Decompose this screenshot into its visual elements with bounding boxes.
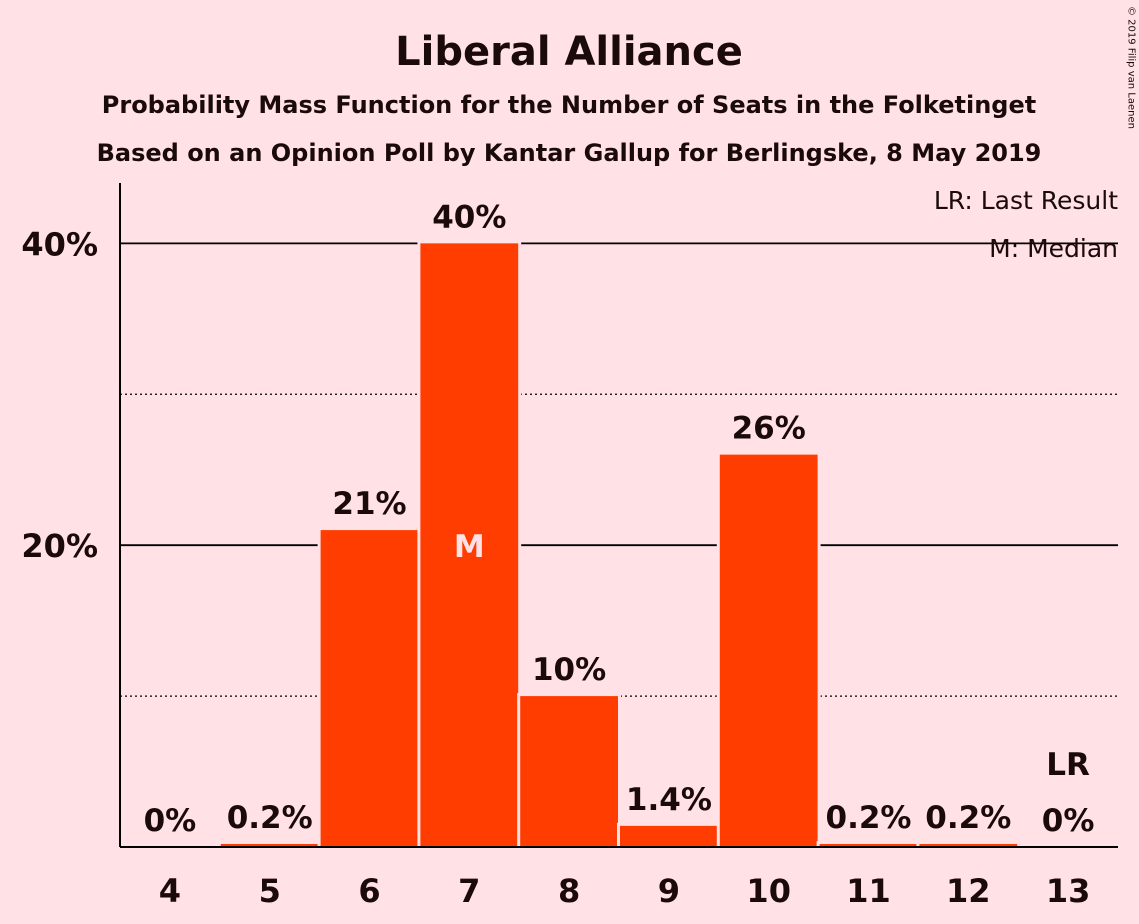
data-label-seat-13: 0% <box>1042 803 1095 839</box>
data-label-seat-4: 0% <box>144 803 197 839</box>
y-tick-label: 20% <box>21 527 98 565</box>
chart-title: Liberal Alliance <box>395 29 743 75</box>
bar-seat-7 <box>420 243 519 847</box>
x-tick-label: 4 <box>159 872 181 910</box>
chart-subtitle-poll: Based on an Opinion Poll by Kantar Gallu… <box>97 139 1042 167</box>
last-result-marker: LR <box>1046 747 1090 783</box>
bar-seat-9 <box>620 825 718 847</box>
bar-seat-8 <box>520 696 618 847</box>
chart-subtitle: Probability Mass Function for the Number… <box>102 91 1036 119</box>
data-label-seat-7: 40% <box>432 199 506 235</box>
x-tick-label: 11 <box>846 872 891 910</box>
legend-last-result: LR: Last Result <box>934 186 1118 215</box>
data-label-seat-12: 0.2% <box>925 800 1011 836</box>
copyright-text: © 2019 Filip van Laenen <box>1126 6 1137 129</box>
data-label-seat-5: 0.2% <box>227 800 313 836</box>
data-label-seat-8: 10% <box>532 652 606 688</box>
axes: 20% 40% 4 5 6 7 8 9 10 11 12 13 <box>21 183 1118 910</box>
x-tick-label: 7 <box>458 872 480 910</box>
data-label-seat-9: 1.4% <box>626 782 712 818</box>
data-label-seat-6: 21% <box>332 486 406 522</box>
legend-median: M: Median <box>989 234 1118 263</box>
bar-seat-5 <box>220 843 319 847</box>
x-tick-label: 9 <box>658 872 680 910</box>
data-labels: 0% 0.2% 21% 40% M 10% 1.4% 26% 0.2% 0.2% 0% LR <box>144 199 1095 839</box>
gridlines <box>120 242 1118 697</box>
bars <box>217 240 1021 847</box>
x-tick-label: 8 <box>558 872 580 910</box>
data-label-seat-10: 26% <box>732 411 806 447</box>
bar-seat-10 <box>719 454 818 847</box>
bar-seat-11 <box>819 843 918 847</box>
x-tick-label: 10 <box>746 872 791 910</box>
x-tick-label: 6 <box>358 872 380 910</box>
bar-seat-6 <box>320 530 419 847</box>
x-tick-label: 5 <box>259 872 281 910</box>
x-tick-label: 12 <box>946 872 991 910</box>
x-tick-label: 13 <box>1046 872 1091 910</box>
bar-seat-12 <box>919 843 1018 847</box>
y-tick-label: 40% <box>21 225 98 263</box>
median-marker: M <box>454 529 485 565</box>
data-label-seat-11: 0.2% <box>826 800 912 836</box>
